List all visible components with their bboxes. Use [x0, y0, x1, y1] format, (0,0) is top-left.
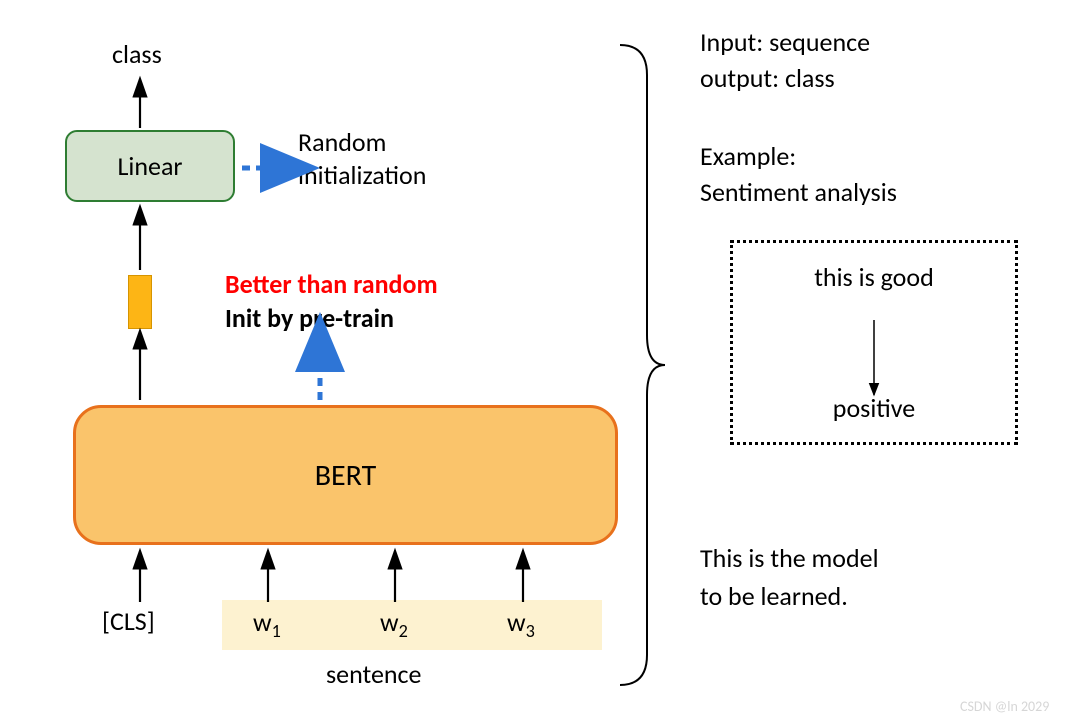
class-output-label: class	[112, 38, 162, 70]
output-line: output: class	[700, 62, 835, 94]
example-label: Example:	[700, 140, 796, 172]
caption-line1: This is the model	[700, 542, 879, 574]
linear-node: Linear	[65, 130, 235, 202]
cls-token-label: [CLS]	[102, 605, 155, 637]
example-output-text: positive	[733, 392, 1015, 424]
watermark: CSDN @ln 2029	[960, 698, 1049, 715]
better-than-random-label: Better than random	[225, 268, 438, 300]
random-init-label: Random initialization	[298, 126, 426, 191]
random-init-line1: Random	[298, 126, 426, 159]
example-line: Sentiment analysis	[700, 176, 897, 208]
sentiment-example-box: this is good positive	[730, 240, 1018, 445]
random-init-line2: initialization	[298, 159, 426, 192]
token-w1: w1	[253, 606, 281, 642]
token-w3: w3	[507, 606, 535, 642]
cls-vector-rect	[128, 275, 152, 329]
bert-node: BERT	[73, 405, 618, 545]
caption-line2: to be learned.	[700, 580, 848, 612]
input-line: Input: sequence	[700, 26, 870, 58]
init-by-pretrain-label: Init by pre-train	[225, 302, 394, 334]
token-w2: w2	[380, 606, 408, 642]
sentence-label: sentence	[326, 658, 421, 690]
example-input-text: this is good	[733, 261, 1015, 293]
